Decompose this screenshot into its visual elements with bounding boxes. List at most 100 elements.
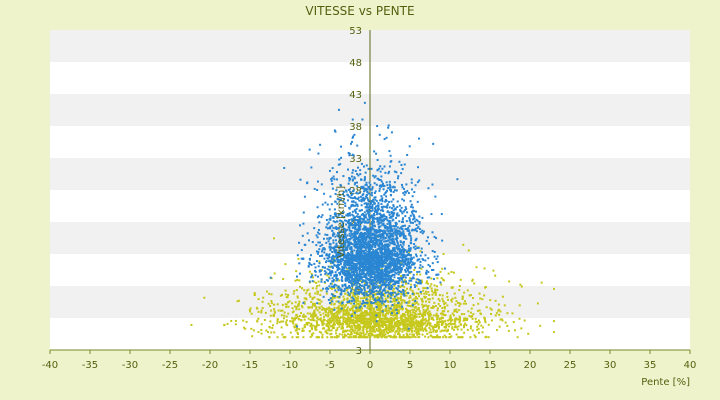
data-point <box>294 323 297 326</box>
data-point <box>490 312 493 315</box>
data-point <box>257 298 260 301</box>
data-point <box>396 205 399 208</box>
data-point <box>376 300 379 303</box>
data-point <box>352 336 355 339</box>
data-point <box>357 317 360 320</box>
data-point <box>369 261 372 264</box>
data-point <box>334 312 337 315</box>
data-point <box>298 328 301 331</box>
data-point <box>285 306 288 309</box>
data-point <box>398 304 401 307</box>
data-point <box>295 313 298 316</box>
data-point <box>331 257 334 260</box>
data-point <box>432 314 435 317</box>
data-point <box>226 322 229 325</box>
data-point <box>360 334 363 337</box>
data-point <box>311 304 314 307</box>
data-point <box>375 327 378 330</box>
data-point <box>367 206 370 209</box>
data-point <box>411 318 414 321</box>
data-point <box>418 295 421 298</box>
data-point <box>363 246 366 249</box>
data-point <box>299 285 302 288</box>
data-point <box>400 290 403 293</box>
data-point <box>308 292 311 295</box>
data-point <box>404 289 407 292</box>
data-point <box>353 244 356 247</box>
data-point <box>284 336 287 339</box>
data-point <box>489 299 492 302</box>
data-point <box>348 219 351 222</box>
data-point <box>405 291 408 294</box>
x-tick-label: 30 <box>604 360 617 371</box>
data-point <box>294 305 297 308</box>
data-point <box>428 294 431 297</box>
data-point <box>426 332 429 335</box>
data-point <box>418 270 421 273</box>
data-point <box>437 327 440 330</box>
data-point <box>463 326 466 329</box>
data-point <box>309 335 312 338</box>
data-point <box>366 321 369 324</box>
data-point <box>438 294 441 297</box>
data-point <box>384 314 387 317</box>
data-point <box>342 314 345 317</box>
data-point <box>358 304 361 307</box>
data-point <box>296 278 299 281</box>
data-point <box>313 325 316 328</box>
data-point <box>355 327 358 330</box>
data-point <box>443 326 446 329</box>
data-point <box>395 216 398 219</box>
data-point <box>406 317 409 320</box>
data-point <box>338 267 341 270</box>
data-point <box>327 328 330 331</box>
data-point <box>440 213 443 216</box>
data-point <box>423 313 426 316</box>
data-point <box>393 297 396 300</box>
data-point <box>436 255 439 258</box>
data-point <box>362 328 365 331</box>
data-point <box>398 220 401 223</box>
x-tick-label: -20 <box>202 360 218 371</box>
data-point <box>396 327 399 330</box>
data-point <box>439 330 442 333</box>
data-point <box>400 275 403 278</box>
data-point <box>371 246 374 249</box>
data-point <box>411 292 414 295</box>
data-point <box>350 218 353 221</box>
data-point <box>325 286 328 289</box>
data-point <box>385 320 388 323</box>
data-point <box>390 131 393 134</box>
data-point <box>341 308 344 311</box>
data-point <box>394 271 397 274</box>
data-point <box>350 251 353 254</box>
data-point <box>426 287 429 290</box>
data-point <box>410 277 413 280</box>
data-point <box>418 282 421 285</box>
data-point <box>435 318 438 321</box>
data-point <box>311 276 314 279</box>
data-point <box>423 322 426 325</box>
data-point <box>307 306 310 309</box>
data-point <box>427 257 430 260</box>
data-point <box>360 320 363 323</box>
data-point <box>442 278 445 281</box>
data-point <box>402 260 405 263</box>
data-point <box>330 329 333 332</box>
data-point <box>395 304 398 307</box>
data-point <box>436 323 439 326</box>
data-point <box>472 304 475 307</box>
data-point <box>367 218 370 221</box>
data-point <box>405 301 408 304</box>
data-point <box>403 325 406 328</box>
data-point <box>450 286 453 289</box>
data-point <box>375 280 378 283</box>
data-point <box>523 319 526 322</box>
data-point <box>329 286 332 289</box>
data-point <box>437 303 440 306</box>
data-point <box>358 199 361 202</box>
data-point <box>273 308 276 311</box>
data-point <box>451 318 454 321</box>
data-point <box>379 165 382 168</box>
data-point <box>317 280 320 283</box>
